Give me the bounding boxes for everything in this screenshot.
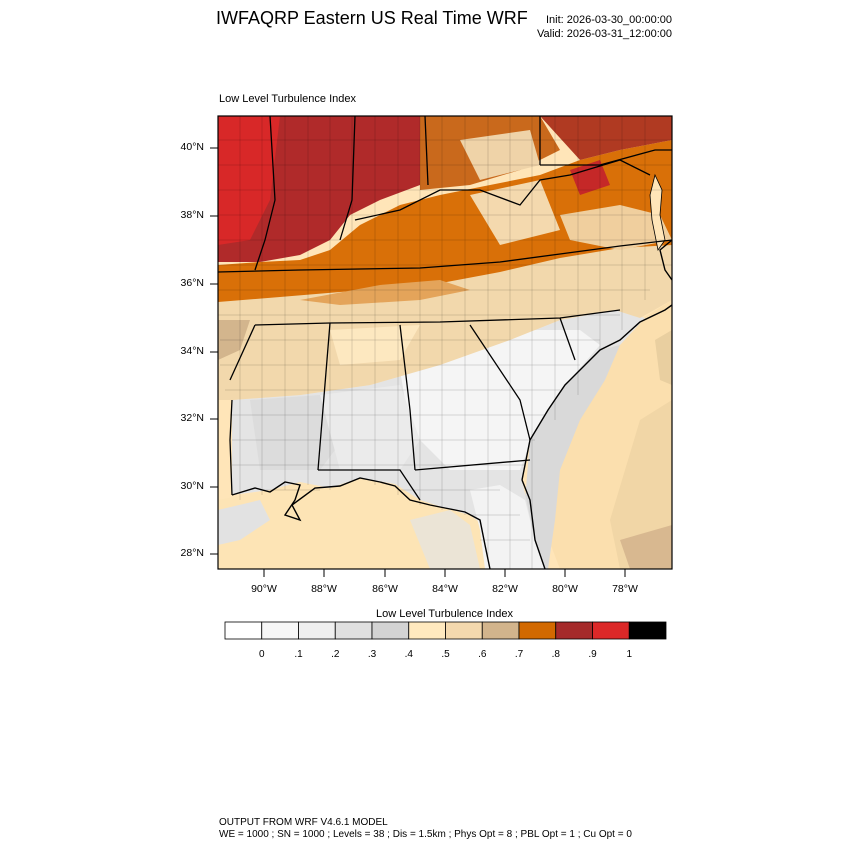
lon-label-84: 84°W [432, 583, 458, 595]
colorbar-tick-label: .6 [478, 649, 487, 660]
lon-label-78: 78°W [612, 583, 638, 595]
atlantic-offshore [610, 400, 672, 569]
atlantic-nearshore [525, 345, 620, 569]
mississippi-alabama [320, 385, 420, 470]
footer-line-2: WE = 1000 ; SN = 1000 ; Levels = 38 ; Di… [219, 829, 632, 840]
colorbar-tick-label: 1 [626, 649, 633, 660]
map-field [218, 116, 672, 569]
map-subtitle: Low Level Turbulence Index [219, 93, 356, 105]
chesapeake-bay [649, 173, 666, 251]
init-time: Init: 2026-03-30_00:00:00 [546, 14, 672, 26]
lon-label-80: 80°W [552, 583, 578, 595]
missouri-bright-red [218, 116, 280, 245]
lat-label-32: 32°N [180, 412, 204, 424]
gulf-shelf-gray [410, 510, 480, 569]
colorbar-box [628, 621, 667, 640]
atlantic-tan-patch [620, 525, 672, 569]
wv-tan [470, 180, 560, 245]
colorbar-tick-label: .8 [551, 649, 560, 660]
colorbar-box [555, 621, 593, 640]
tan-band [218, 240, 672, 400]
footer-line-1: OUTPUT FROM WRF V4.6.1 MODEL [219, 817, 388, 828]
colorbar-box [408, 621, 446, 640]
colorbar-tick-label: .2 [331, 649, 340, 660]
colorbar-tick-label: .7 [514, 649, 524, 660]
lat-label-40: 40°N [180, 141, 204, 153]
axis-ticks [210, 147, 626, 577]
colorbar-box [445, 621, 483, 640]
model-footer: OUTPUT FROM WRF V4.6.1 MODEL WE = 1000 ;… [219, 817, 632, 841]
colorbar-tick-label: .9 [588, 649, 597, 660]
run-times: Init: 2026-03-30_00:00:00 Valid: 2026-03… [537, 13, 672, 41]
orange-tan-transition [300, 280, 470, 305]
virginia-tan [560, 205, 672, 250]
colorbar-box [298, 621, 336, 640]
plot-title: IWFAQRP Eastern US Real Time WRF [216, 8, 528, 28]
colorbar-box [371, 621, 410, 640]
colorbar [224, 621, 667, 640]
colorbar-title: Low Level Turbulence Index [376, 608, 513, 620]
pennsylvania-red [540, 116, 672, 160]
ohio-tan-patch [460, 130, 540, 180]
colorbar-tick-label: .5 [441, 649, 450, 660]
colorbar-tick-label: .3 [367, 649, 377, 660]
colorbar-box [518, 621, 557, 640]
florida [470, 485, 545, 569]
lat-label-36: 36°N [180, 277, 204, 289]
lat-label-34: 34°N [180, 345, 204, 357]
lon-label-90: 90°W [251, 583, 277, 595]
lon-label-86: 86°W [372, 583, 398, 595]
lat-label-28: 28°N [180, 547, 204, 559]
colorbar-tick-label: .4 [404, 649, 413, 660]
valid-time: Valid: 2026-03-31_12:00:00 [537, 28, 672, 40]
coastline [231, 239, 672, 569]
colorbar-tick-label: .1 [294, 649, 303, 660]
colorbar-box [334, 621, 373, 640]
lon-label-88: 88°W [311, 583, 337, 595]
state-boundaries [218, 116, 672, 501]
colorbar-box [224, 621, 263, 640]
colorbar-box [261, 621, 299, 640]
colorbar-tick-label: 0 [259, 649, 265, 660]
gulf-west-gray [218, 500, 270, 545]
lon-label-82: 82°W [492, 583, 518, 595]
orange-band [218, 140, 672, 302]
colorbar-box [481, 621, 520, 640]
lat-label-30: 30°N [180, 480, 204, 492]
lat-label-38: 38°N [180, 209, 204, 221]
colorbar-box [592, 621, 630, 640]
atlantic-nc-offshore [655, 330, 672, 385]
